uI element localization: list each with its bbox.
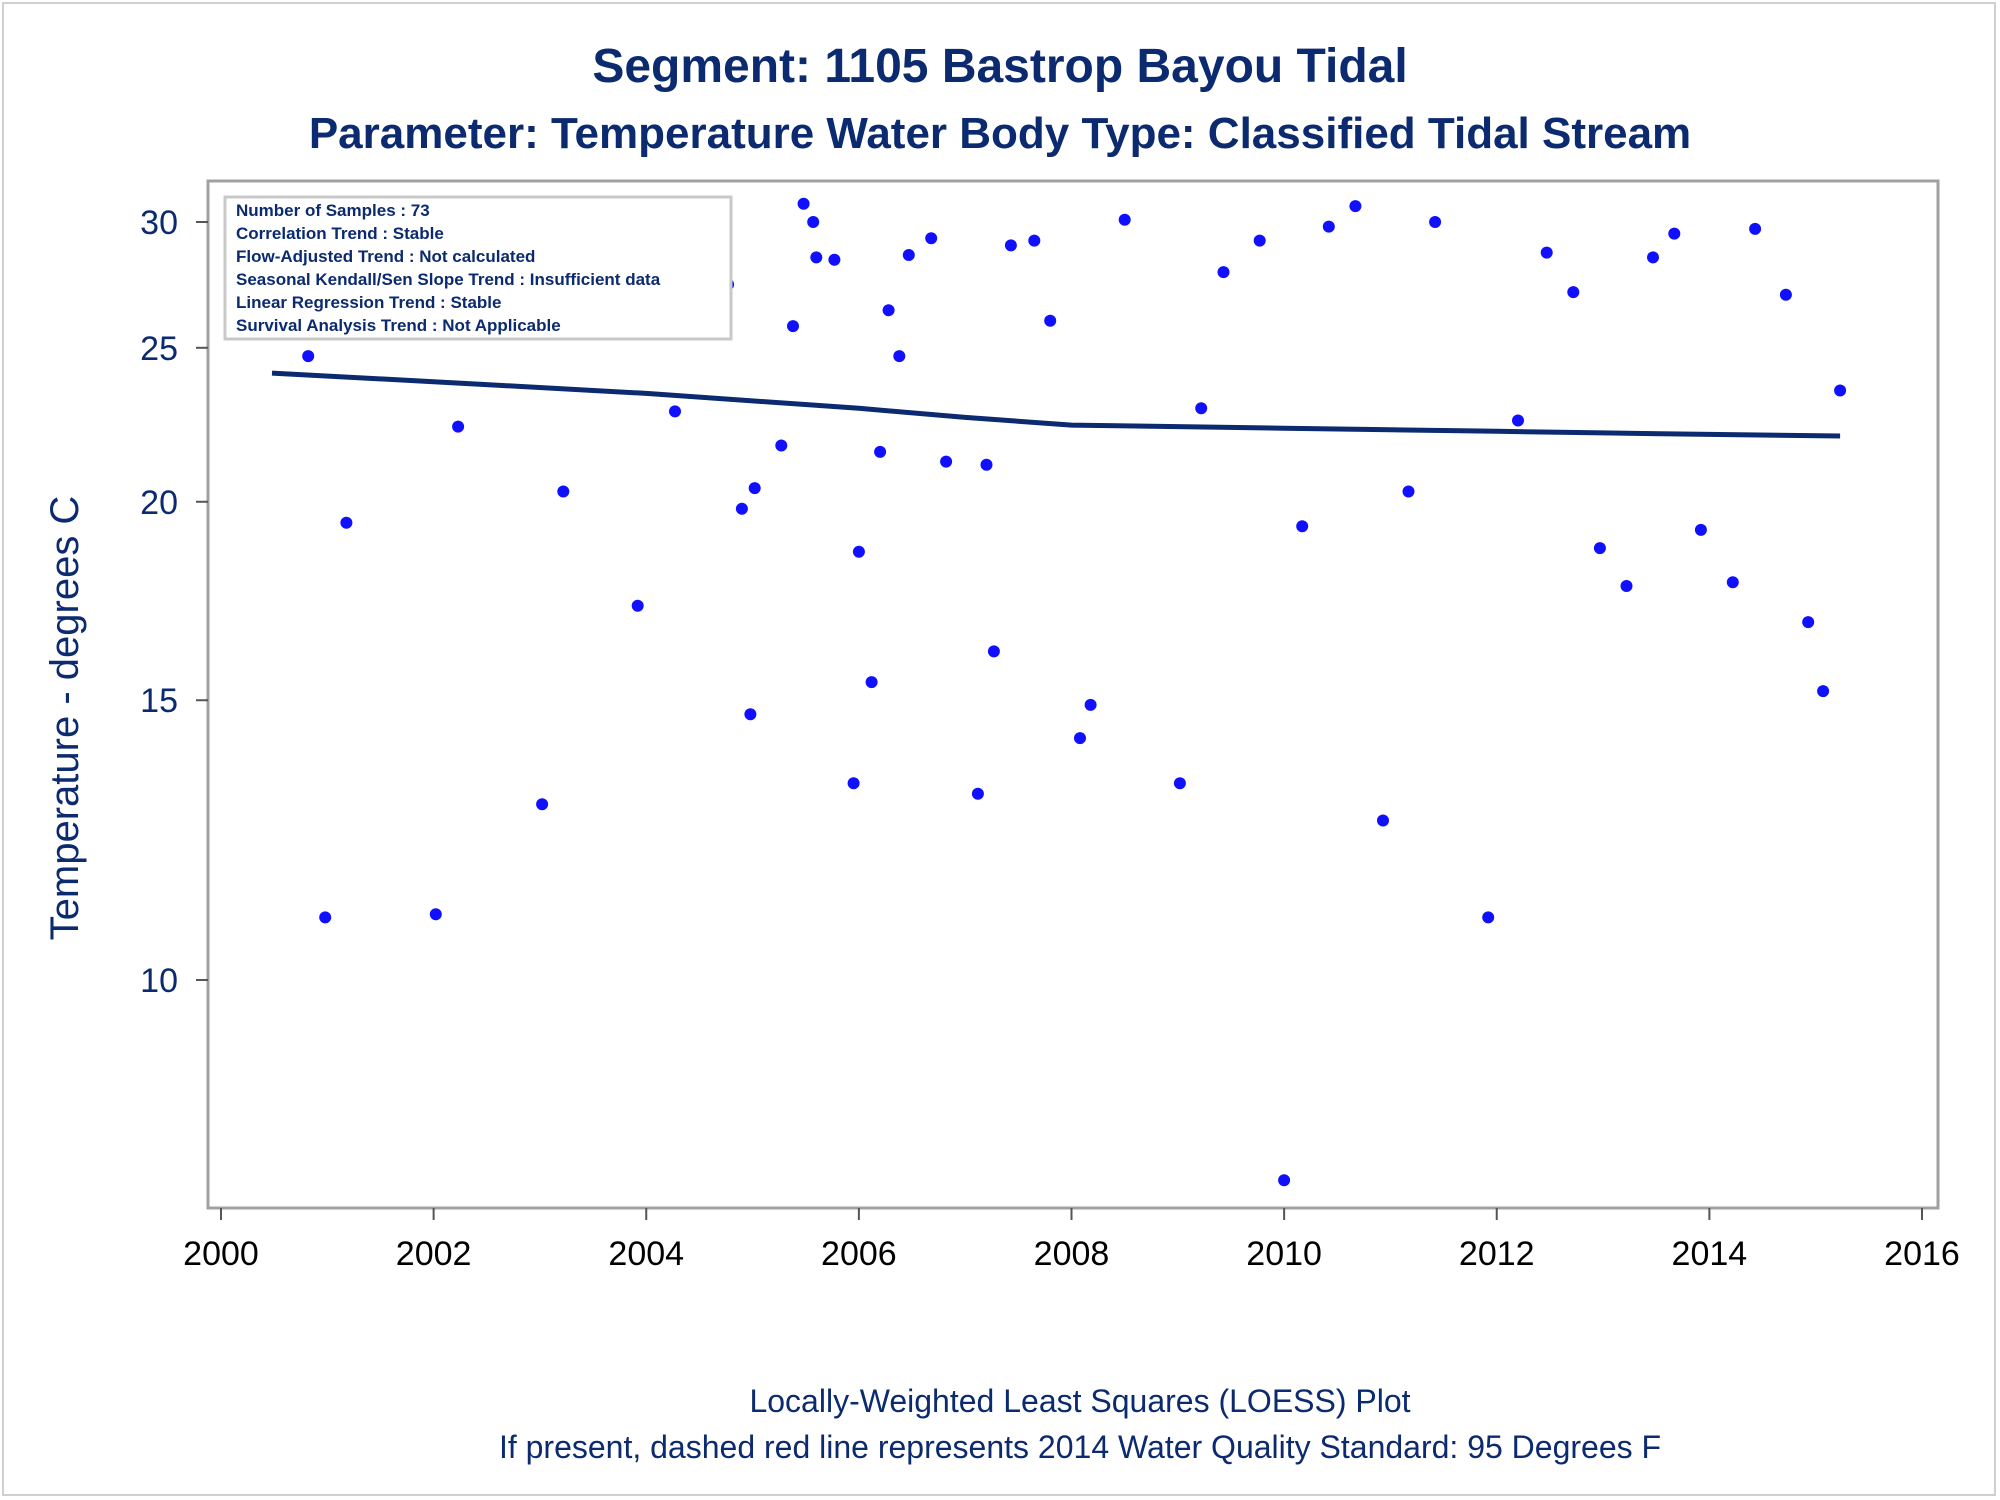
data-point (631, 599, 644, 612)
x-tick-label: 2002 (396, 1235, 472, 1273)
data-point (1817, 685, 1830, 698)
data-point (1195, 402, 1208, 415)
data-point (1540, 246, 1553, 259)
data-point (925, 232, 938, 245)
data-point (1749, 222, 1762, 235)
data-point (1044, 314, 1057, 327)
data-point (987, 645, 1000, 658)
data-point (1173, 777, 1186, 790)
data-point (1028, 234, 1041, 247)
stats-line: Survival Analysis Trend : Not Applicable (236, 316, 561, 335)
footnote-line-2: If present, dashed red line represents 2… (499, 1429, 1661, 1465)
data-point (340, 516, 353, 529)
x-tick-label: 2000 (183, 1235, 259, 1273)
data-point (735, 502, 748, 515)
x-tick-label: 2008 (1034, 1235, 1110, 1273)
data-point (775, 439, 788, 452)
data-point (1482, 911, 1495, 924)
data-point (748, 482, 761, 495)
x-tick-label: 2006 (821, 1235, 897, 1273)
x-tick-label: 2010 (1246, 1235, 1322, 1273)
data-point (1834, 384, 1847, 397)
loess-line (271, 370, 1841, 439)
data-point (1726, 576, 1739, 589)
chart-title: Segment: 1105 Bastrop Bayou Tidal (592, 40, 1407, 93)
y-axis: 10 15 20 25 30 (140, 204, 208, 1000)
plot-area (206, 179, 1940, 1210)
y-tick-label: 20 (140, 484, 178, 522)
data-point (810, 251, 823, 264)
data-point (429, 908, 442, 921)
data-point (1402, 485, 1415, 498)
data-point (828, 253, 841, 266)
data-point (940, 455, 953, 468)
data-point (744, 708, 757, 721)
data-point (971, 787, 984, 800)
stats-line: Seasonal Kendall/Sen Slope Trend : Insuf… (236, 270, 661, 289)
data-point (1322, 220, 1335, 233)
data-point (1647, 251, 1659, 264)
data-point (847, 777, 860, 790)
data-point (669, 405, 681, 418)
data-point (893, 350, 906, 363)
data-point (807, 216, 820, 228)
data-point (1779, 288, 1792, 301)
data-point (452, 420, 465, 433)
stats-line: Linear Regression Trend : Stable (236, 293, 501, 312)
y-axis-label: Temperature - degrees C (43, 496, 87, 941)
x-tick-label: 2016 (1884, 1235, 1960, 1273)
data-point (1512, 414, 1524, 427)
data-point (902, 249, 915, 261)
stats-line: Correlation Trend : Stable (236, 224, 444, 243)
data-point (1349, 200, 1362, 213)
data-point (1118, 213, 1131, 226)
data-point (797, 197, 810, 210)
x-tick-label: 2012 (1459, 1235, 1535, 1273)
data-point (1694, 523, 1707, 536)
x-axis: 2000 2002 2004 2006 2008 2010 2012 2014 2016 (183, 1208, 1960, 1273)
data-point (1217, 266, 1230, 279)
data-point (980, 458, 993, 471)
y-tick-label: 30 (140, 204, 178, 242)
stats-line: Flow-Adjusted Trend : Not calculated (236, 247, 535, 266)
data-point (1004, 239, 1017, 252)
data-point (536, 798, 549, 811)
stats-box-frame (223, 195, 733, 341)
y-tick-label: 25 (140, 330, 178, 368)
data-point (302, 350, 315, 363)
y-tick-label: 15 (140, 682, 178, 720)
chart-subtitle: Parameter: Temperature Water Body Type: … (309, 109, 1691, 158)
data-point (1296, 520, 1309, 533)
data-point (1278, 1174, 1291, 1187)
data-point (557, 485, 570, 498)
stats-line: Number of Samples : 73 (236, 201, 430, 220)
data-point (852, 545, 865, 558)
data-point (1620, 580, 1633, 592)
stats-box: Number of Samples : 73 Correlation Trend… (223, 195, 733, 341)
data-points (266, 197, 1847, 1187)
data-point (1253, 234, 1266, 247)
data-point (1377, 814, 1389, 827)
x-tick-label: 2014 (1672, 1235, 1748, 1273)
data-point (787, 320, 799, 333)
data-point (1567, 286, 1580, 299)
data-point (1593, 542, 1606, 555)
footnote-line-1: Locally-Weighted Least Squares (LOESS) P… (749, 1383, 1410, 1419)
data-point (319, 911, 332, 924)
x-tick-label: 2004 (608, 1235, 684, 1273)
data-point (1074, 732, 1086, 745)
data-point (1668, 227, 1681, 240)
loess-layer (271, 370, 1841, 439)
data-point (1084, 698, 1097, 711)
data-point (1802, 616, 1815, 629)
data-point (874, 445, 887, 458)
data-point (1429, 216, 1442, 228)
data-point (865, 676, 878, 689)
y-tick-label: 10 (140, 962, 178, 1000)
data-point (882, 304, 895, 317)
